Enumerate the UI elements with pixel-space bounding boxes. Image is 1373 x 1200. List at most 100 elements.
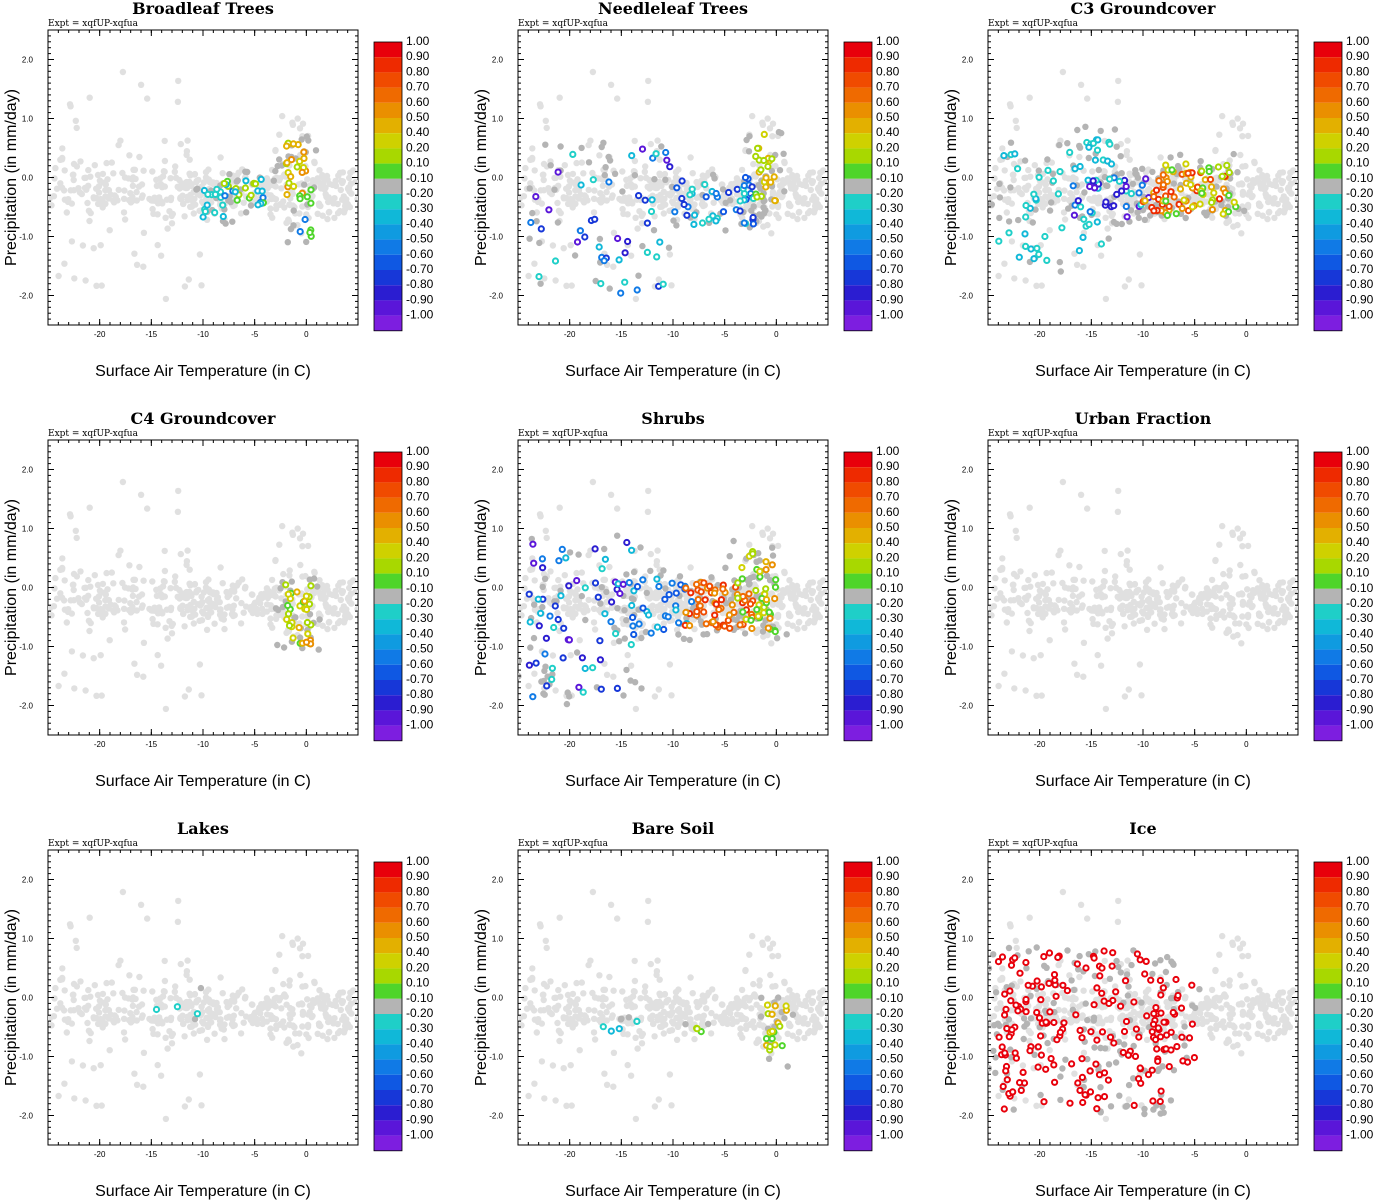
colorbar-label: 0.20 [406,140,430,154]
background-point [168,220,176,227]
background-point [769,601,777,608]
neutral-point [272,167,279,175]
data-point [693,580,701,588]
background-point [153,182,161,190]
colorbar: 1.000.900.800.700.600.500.400.200.10-0.1… [373,444,434,742]
data-point [1056,168,1064,176]
y-tick-label: -1.0 [959,233,973,242]
background-point [200,610,207,617]
background-point [63,209,70,216]
background-point [1112,573,1119,580]
background-point [1044,176,1051,183]
colorbar-swatch [374,497,402,513]
background-point [603,188,610,196]
colorbar-swatch [844,710,872,726]
background-point [1123,148,1131,155]
background-point [65,196,72,203]
background-point [67,597,74,604]
background-point [623,176,630,183]
background-point [563,595,570,602]
background-point [541,275,548,282]
points [518,478,828,713]
background-point [1239,543,1246,550]
background-point [1079,602,1086,609]
background-point [209,602,216,609]
neutral-point [578,592,585,600]
background-point [585,596,592,604]
background-point [196,251,204,258]
background-point [346,598,353,605]
colorbar-swatch [1314,102,1342,118]
colorbar-frame [843,41,873,332]
neutral-point [1048,199,1055,206]
data-point [1205,167,1213,176]
background-point [1061,597,1068,604]
background-point [993,185,1001,192]
background-point [256,594,263,601]
background-point [339,169,347,176]
neutral-point [1032,206,1039,213]
data-point [1089,177,1097,185]
background-point [240,609,247,616]
background-point [162,295,170,303]
background-point [183,148,191,155]
background-point [527,566,534,573]
data-point [545,206,553,214]
data-point [284,610,293,618]
data-point [629,622,637,630]
background-point [120,195,128,202]
background-point [590,195,598,202]
background-point [96,587,104,594]
data-point [1021,230,1029,238]
background-point [1232,620,1239,627]
background-point [108,569,116,576]
neutral-point [1076,144,1084,151]
colorbar-frame [373,41,403,332]
background-point [131,660,138,667]
background-point [352,178,358,186]
background-point [1070,576,1077,583]
background-point [1169,582,1176,589]
data-point [304,630,312,638]
background-point [161,547,168,555]
colorbar-label: 1.00 [1346,34,1370,48]
colorbar-swatch [374,239,402,255]
neutral-point [722,199,729,206]
background-point [1244,542,1252,550]
neutral-point [284,239,291,246]
background-point [637,175,644,182]
background-point [191,581,198,588]
data-point [581,584,589,592]
background-point [1219,112,1226,120]
background-point [93,595,100,602]
data-point [701,596,709,604]
neutral-point [531,601,538,608]
neutral-point [222,220,229,227]
x-tick-label: 0 [774,330,779,339]
background-point [337,596,344,604]
background-point [268,576,276,584]
background-point [157,252,165,259]
neutral-point [686,636,693,644]
data-point [305,600,314,608]
background-point [1264,625,1271,633]
neutral-point [760,204,767,211]
data-point [1022,201,1030,210]
colorbar-label: -0.80 [876,277,904,291]
colorbar-swatch [374,619,402,635]
data-point [633,286,641,294]
background-point [1256,577,1263,584]
background-point [632,705,640,713]
neutral-point [1213,183,1220,190]
y-axis-label: Precipitation (in mm/day) [943,89,960,266]
background-point [568,282,575,289]
neutral-point [314,583,321,590]
background-point [72,117,80,125]
background-point [340,603,347,610]
background-point [309,177,317,184]
background-point [1005,196,1012,203]
neutral-point [743,136,750,144]
colorbar-label: 0.70 [406,80,430,94]
background-point [569,170,577,178]
